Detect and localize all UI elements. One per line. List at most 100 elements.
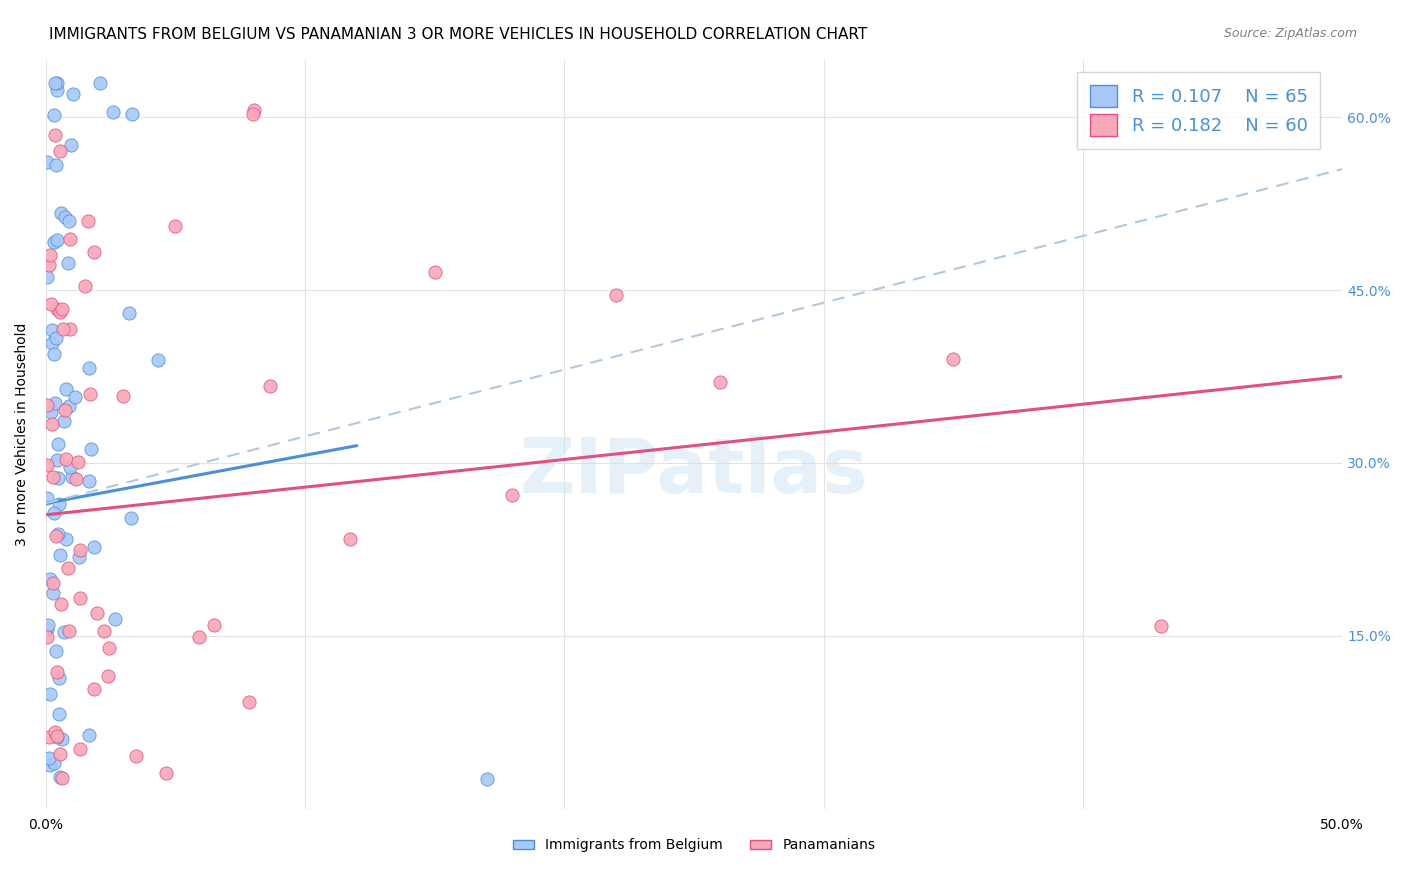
Point	[44, 724, 66, 739]
Point	[65, 472, 87, 486]
Point	[339, 532, 361, 546]
Point	[48, 706, 70, 721]
Point	[41, 297, 63, 311]
Point	[49, 144, 72, 158]
Point	[69, 591, 91, 605]
Point	[79, 442, 101, 457]
Point	[53, 210, 76, 224]
Point	[67, 550, 90, 565]
Point	[59, 232, 82, 246]
Point	[112, 389, 135, 403]
Point	[46, 665, 69, 680]
Point	[44, 235, 66, 249]
Point	[39, 248, 62, 262]
Point	[42, 575, 65, 590]
Point	[42, 756, 65, 770]
Point	[52, 624, 75, 639]
Point	[44, 395, 66, 409]
Point	[48, 671, 70, 685]
Point	[86, 606, 108, 620]
Point	[118, 305, 141, 319]
Point	[62, 87, 84, 101]
Point	[41, 405, 63, 419]
Point	[37, 458, 59, 472]
Point	[121, 107, 143, 121]
Point	[49, 597, 72, 611]
Point	[46, 76, 69, 90]
Point	[69, 543, 91, 558]
Point	[37, 618, 59, 632]
Point	[45, 158, 67, 172]
Point	[38, 751, 60, 765]
Text: ZIPatlas: ZIPatlas	[520, 434, 869, 508]
Point	[41, 585, 63, 599]
Point	[56, 561, 79, 575]
Point	[55, 532, 77, 546]
Point	[38, 258, 60, 272]
Point	[59, 138, 82, 153]
Point	[46, 233, 69, 247]
Point	[37, 154, 59, 169]
Point	[44, 128, 66, 142]
Point	[35, 491, 58, 505]
Y-axis label: 3 or more Vehicles in Household: 3 or more Vehicles in Household	[15, 322, 30, 546]
Point	[51, 771, 73, 785]
Point	[66, 455, 89, 469]
Point	[35, 630, 58, 644]
Point	[104, 612, 127, 626]
Point	[155, 765, 177, 780]
Point	[48, 747, 70, 761]
Point	[65, 390, 87, 404]
Point	[41, 417, 63, 431]
Point	[89, 76, 111, 90]
Point	[52, 321, 75, 335]
Point	[238, 695, 260, 709]
Point	[60, 469, 83, 483]
Point	[69, 741, 91, 756]
Point	[120, 511, 142, 525]
Point	[45, 729, 67, 743]
Point	[42, 507, 65, 521]
Point	[242, 106, 264, 120]
Point	[55, 382, 77, 396]
Point	[42, 347, 65, 361]
Point	[77, 361, 100, 376]
Text: IMMIGRANTS FROM BELGIUM VS PANAMANIAN 3 OR MORE VEHICLES IN HOUSEHOLD CORRELATIO: IMMIGRANTS FROM BELGIUM VS PANAMANIAN 3 …	[49, 27, 868, 42]
Point	[49, 305, 72, 319]
Point	[38, 730, 60, 744]
Point	[41, 469, 63, 483]
Point	[46, 527, 69, 541]
Point	[46, 437, 69, 451]
Point	[55, 452, 77, 467]
Point	[93, 624, 115, 639]
Point	[1150, 619, 1173, 633]
Point	[35, 269, 58, 284]
Point	[77, 728, 100, 742]
Point	[187, 630, 209, 644]
Point	[45, 529, 67, 543]
Point	[37, 398, 59, 412]
Point	[79, 474, 101, 488]
Point	[83, 245, 105, 260]
Text: Source: ZipAtlas.com: Source: ZipAtlas.com	[1223, 27, 1357, 40]
Point	[101, 104, 124, 119]
Point	[42, 108, 65, 122]
Point	[45, 330, 67, 344]
Point	[125, 748, 148, 763]
Point	[79, 387, 101, 401]
Point	[146, 353, 169, 368]
Point	[59, 322, 82, 336]
Point	[44, 76, 66, 90]
Point	[423, 265, 446, 279]
Point	[46, 302, 69, 317]
Point	[97, 669, 120, 683]
Point	[165, 219, 187, 233]
Point	[605, 288, 627, 302]
Point	[41, 335, 63, 350]
Point	[45, 453, 67, 467]
Point	[39, 572, 62, 586]
Point	[38, 758, 60, 772]
Point	[58, 214, 80, 228]
Point	[76, 214, 98, 228]
Point	[51, 301, 73, 316]
